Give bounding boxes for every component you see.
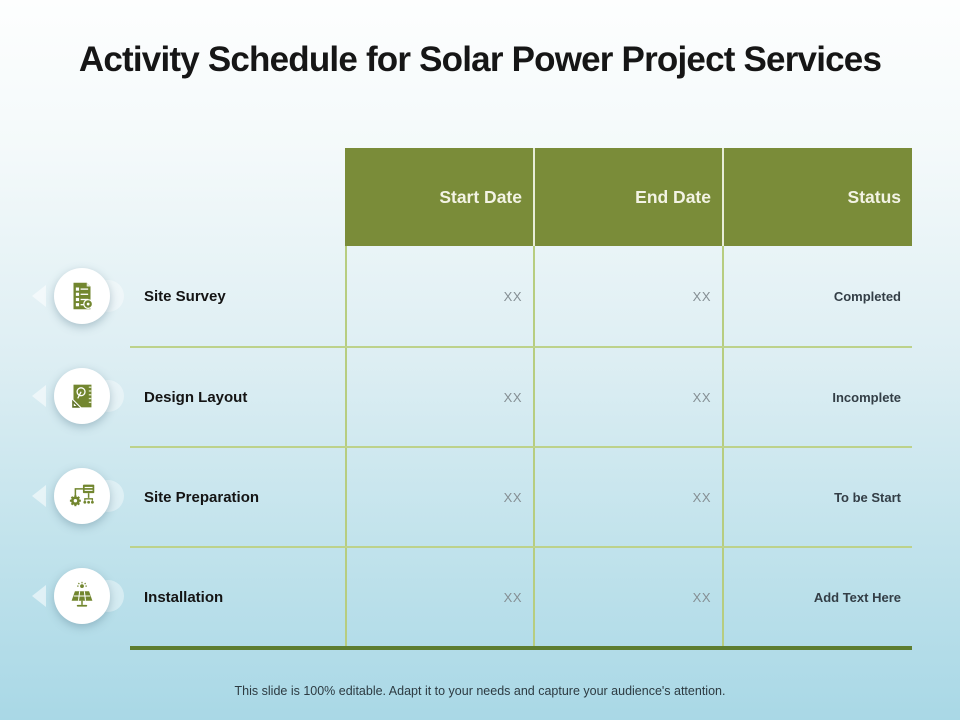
- status-value: To be Start: [722, 448, 912, 546]
- activity-label: Design Layout: [144, 388, 248, 406]
- icon-circle: [54, 568, 110, 624]
- end-date-value: XX: [533, 348, 722, 446]
- column-header-status: Status: [722, 148, 912, 246]
- column-header-end-date: End Date: [533, 148, 722, 246]
- slide-title: Activity Schedule for Solar Power Projec…: [78, 40, 882, 79]
- design-document-icon: [71, 384, 92, 409]
- survey-checklist-icon: [73, 282, 94, 310]
- row-icon-installation: [32, 568, 124, 624]
- start-date-value: XX: [345, 348, 533, 446]
- row-icon-site-preparation: [32, 468, 124, 524]
- solar-panel-icon: [71, 581, 93, 607]
- status-value: Add Text Here: [722, 548, 912, 646]
- start-date-value: XX: [345, 246, 533, 346]
- column-header-start-date: Start Date: [439, 186, 522, 207]
- icon-circle: [54, 268, 110, 324]
- activity-label: Site Survey: [144, 287, 226, 305]
- start-date-value: XX: [345, 448, 533, 546]
- decorative-chevron: [32, 285, 46, 307]
- row-icon-design-layout: [32, 368, 124, 424]
- decorative-chevron: [32, 385, 46, 407]
- activity-label: Installation: [144, 588, 224, 606]
- site-preparation-icon: [69, 484, 95, 507]
- icon-circle: [54, 468, 110, 524]
- end-date-value: XX: [533, 548, 722, 646]
- status-value: Incomplete: [722, 348, 912, 446]
- decorative-chevron: [32, 485, 46, 507]
- status-value: Completed: [722, 246, 912, 346]
- table-row: Site Preparation XX XX To be Start: [130, 446, 912, 546]
- editable-note: This slide is 100% editable. Adapt it to…: [234, 684, 726, 698]
- table-row: Site Survey XX XX Completed: [130, 246, 912, 346]
- end-date-value: XX: [533, 448, 722, 546]
- decorative-chevron: [32, 585, 46, 607]
- start-date-value: XX: [345, 548, 533, 646]
- table-header-row: Start Date End Date Status: [345, 148, 912, 246]
- table-row: Design Layout XX XX Incomplete: [130, 346, 912, 446]
- table-row: Installation XX XX Add Text Here: [130, 546, 912, 646]
- activity-schedule-table: Start Date End Date Status Site Survey X…: [130, 148, 912, 650]
- icon-circle: [54, 368, 110, 424]
- table-bottom-border: [130, 646, 912, 650]
- row-icon-site-survey: [32, 268, 124, 324]
- activity-label: Site Preparation: [144, 488, 260, 506]
- end-date-value: XX: [533, 246, 722, 346]
